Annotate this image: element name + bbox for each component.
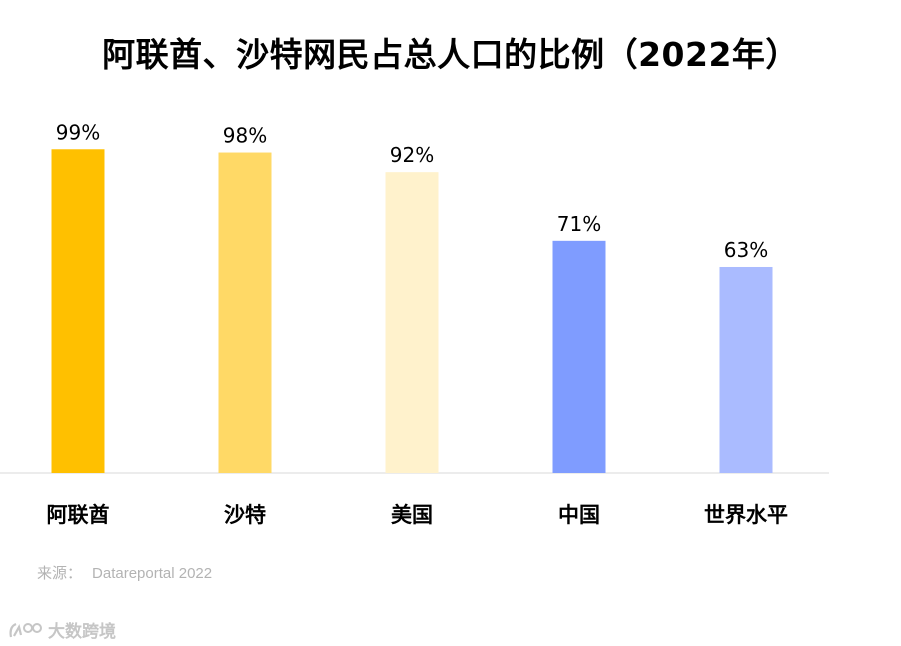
category-label-5: 世界水平 — [704, 503, 788, 527]
watermark-text: 大数跨境 — [48, 622, 116, 642]
category-label-2: 沙特 — [224, 503, 266, 527]
watermark: 大数跨境 — [8, 617, 116, 642]
brand-logo-icon — [9, 622, 42, 637]
chart-title: 阿联酋、沙特网民占总人口的比例（2022年） — [102, 35, 799, 74]
category-label-1: 阿联酋 — [47, 503, 110, 527]
value-label-1: 99% — [56, 120, 100, 144]
value-label-4: 71% — [557, 212, 601, 236]
value-label-3: 92% — [390, 143, 434, 167]
bar-3 — [385, 172, 439, 473]
source-text: Datareportal 2022 — [92, 565, 213, 582]
value-label-2: 98% — [223, 124, 267, 148]
bar-2 — [218, 152, 272, 474]
source-note: 来源： Datareportal 2022 — [37, 562, 212, 583]
category-labels-group: 阿联酋 沙特 美国 中国 世界水平 — [47, 503, 789, 527]
source-label: 来源： — [37, 565, 83, 582]
bar-1 — [51, 149, 105, 473]
bar-4 — [552, 240, 606, 473]
bar-5 — [719, 266, 773, 473]
bars-group — [51, 149, 773, 474]
value-label-5: 63% — [724, 238, 768, 262]
category-label-4: 中国 — [558, 503, 600, 527]
value-labels-group: 99% 98% 92% 71% 63% — [56, 120, 768, 262]
category-label-3: 美国 — [391, 503, 433, 527]
